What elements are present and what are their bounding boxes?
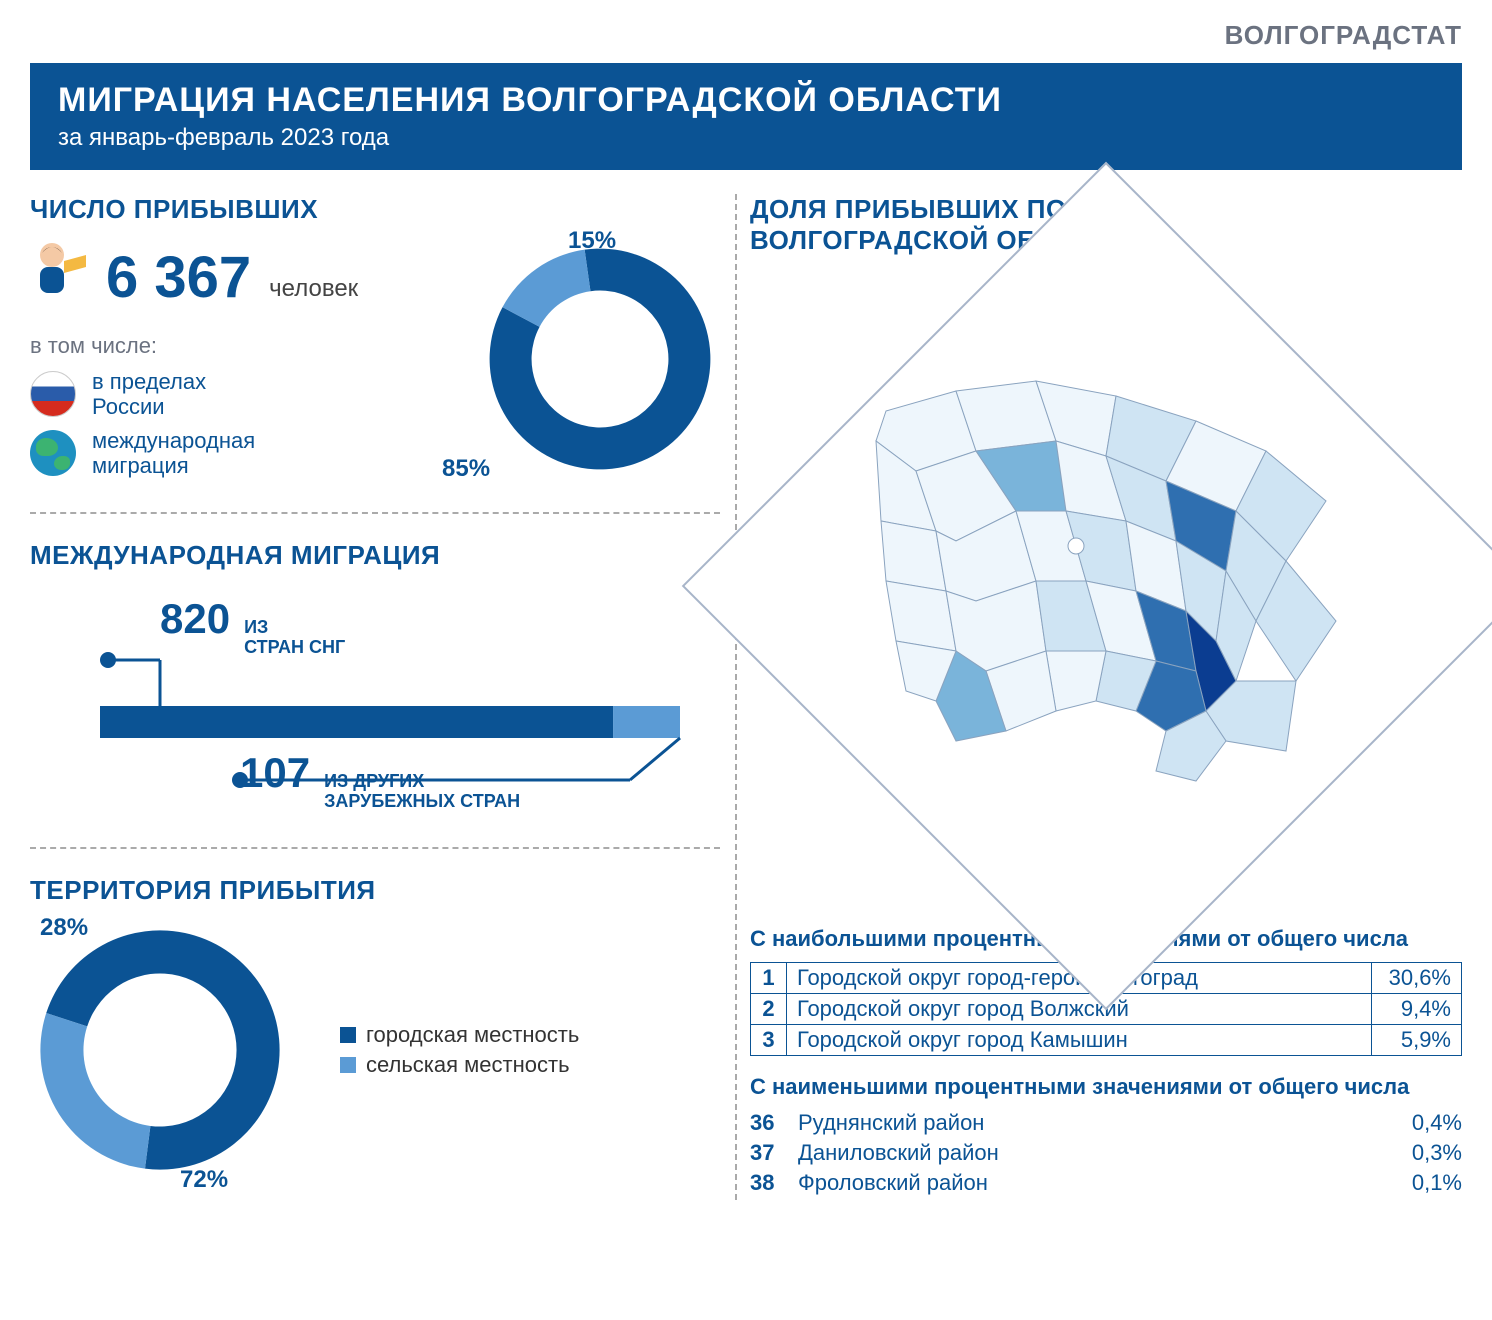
list-item: 38Фроловский район0,1% — [750, 1170, 1462, 1196]
rank-cell: 1 — [751, 963, 787, 994]
legend-international: международная миграция — [30, 428, 450, 479]
rank-number: 37 — [750, 1140, 798, 1166]
territory-donut: 28% 72% — [30, 920, 290, 1180]
pct-cell: 9,4% — [1372, 994, 1462, 1025]
title-bar: МИГРАЦИЯ НАСЕЛЕНИЯ ВОЛГОГРАДСКОЙ ОБЛАСТИ… — [30, 63, 1462, 170]
rank-cell: 3 — [751, 1025, 787, 1056]
list-item: 37Даниловский район0,3% — [750, 1140, 1462, 1166]
swatch-icon — [340, 1027, 356, 1043]
name-cell: Городской округ город Камышин — [787, 1025, 1372, 1056]
person-icon — [30, 239, 88, 297]
intl-label-1: ИЗ ДРУГИХ ЗАРУБЕЖНЫХ СТРАН — [324, 772, 520, 812]
list-item: 36Руднянский район0,4% — [750, 1110, 1462, 1136]
rank-name: Даниловский район — [798, 1140, 1372, 1166]
arrivals-donut-label-bottom: 85% — [442, 455, 490, 483]
legend-international-label: международная миграция — [92, 428, 292, 479]
intl-heading: МЕЖДУНАРОДНАЯ МИГРАЦИЯ — [30, 540, 720, 571]
arrivals-block: 6 367 человек в том числе: в пределах Ро… — [30, 239, 720, 486]
right-column: ДОЛЯ ПРИБЫВШИХ ПО ВОЛГОГРАДСКОЙ ОБЛАСТИ … — [750, 194, 1462, 1200]
arrivals-unit: человек — [269, 275, 358, 303]
territory-legend: городская местность сельская местность — [340, 1018, 579, 1082]
flag-russia-icon — [30, 371, 76, 417]
territory-block: 28% 72% городская местность сельская мес… — [30, 920, 720, 1180]
rank-pct: 0,1% — [1372, 1170, 1462, 1196]
rank-name: Фроловский район — [798, 1170, 1372, 1196]
legend-russia: в пределах России — [30, 369, 450, 420]
divider — [30, 847, 720, 849]
arrivals-note: в том числе: — [30, 333, 450, 359]
bottom-rank-list: 36Руднянский район0,4% 37Даниловский райо… — [750, 1110, 1462, 1196]
territory-donut-label-bottom: 72% — [180, 1166, 228, 1194]
rank-pct: 0,4% — [1372, 1110, 1462, 1136]
bottom-list-heading: С наименьшими процентными значениями от … — [750, 1074, 1462, 1100]
territory-heading: ТЕРРИТОРИЯ ПРИБЫТИЯ — [30, 875, 720, 906]
territory-legend-label: городская местность — [366, 1022, 579, 1048]
rank-number: 36 — [750, 1110, 798, 1136]
intl-value-1: 107 — [240, 749, 310, 797]
intl-block: 820 ИЗ СТРАН СНГ 107 ИЗ ДРУГИХ ЗАРУБЕЖНЫ… — [30, 585, 720, 821]
intl-value-0: 820 — [160, 595, 230, 643]
org-name: ВОЛГОГРАДСТАТ — [30, 20, 1462, 51]
territory-legend-item: городская местность — [340, 1022, 579, 1048]
pct-cell: 30,6% — [1372, 963, 1462, 994]
swatch-icon — [340, 1057, 356, 1073]
globe-icon — [30, 430, 76, 476]
territory-donut-label-top: 28% — [40, 914, 88, 942]
page-title: МИГРАЦИЯ НАСЕЛЕНИЯ ВОЛГОГРАДСКОЙ ОБЛАСТИ — [58, 81, 1434, 120]
name-cell: Городской округ город Волжский — [787, 994, 1372, 1025]
arrivals-heading: ЧИСЛО ПРИБЫВШИХ — [30, 194, 720, 225]
rank-pct: 0,3% — [1372, 1140, 1462, 1166]
choropleth-map — [866, 371, 1346, 801]
map-frame — [682, 162, 1492, 1011]
legend-russia-label: в пределах России — [92, 369, 262, 420]
divider — [30, 512, 720, 514]
arrivals-donut: 15% 85% — [480, 239, 720, 479]
territory-legend-label: сельская местность — [366, 1052, 570, 1078]
table-row: 3Городской округ город Камышин5,9% — [751, 1025, 1462, 1056]
vertical-divider — [735, 194, 737, 1200]
page-subtitle: за январь-февраль 2023 года — [58, 124, 1434, 152]
rank-number: 38 — [750, 1170, 798, 1196]
arrivals-value: 6 367 — [106, 244, 251, 311]
territory-legend-item: сельская местность — [340, 1052, 579, 1078]
rank-cell: 2 — [751, 994, 787, 1025]
arrivals-donut-label-top: 15% — [568, 227, 616, 255]
pct-cell: 5,9% — [1372, 1025, 1462, 1056]
rank-name: Руднянский район — [798, 1110, 1372, 1136]
left-column: ЧИСЛО ПРИБЫВШИХ 6 367 человек в т — [30, 194, 720, 1200]
